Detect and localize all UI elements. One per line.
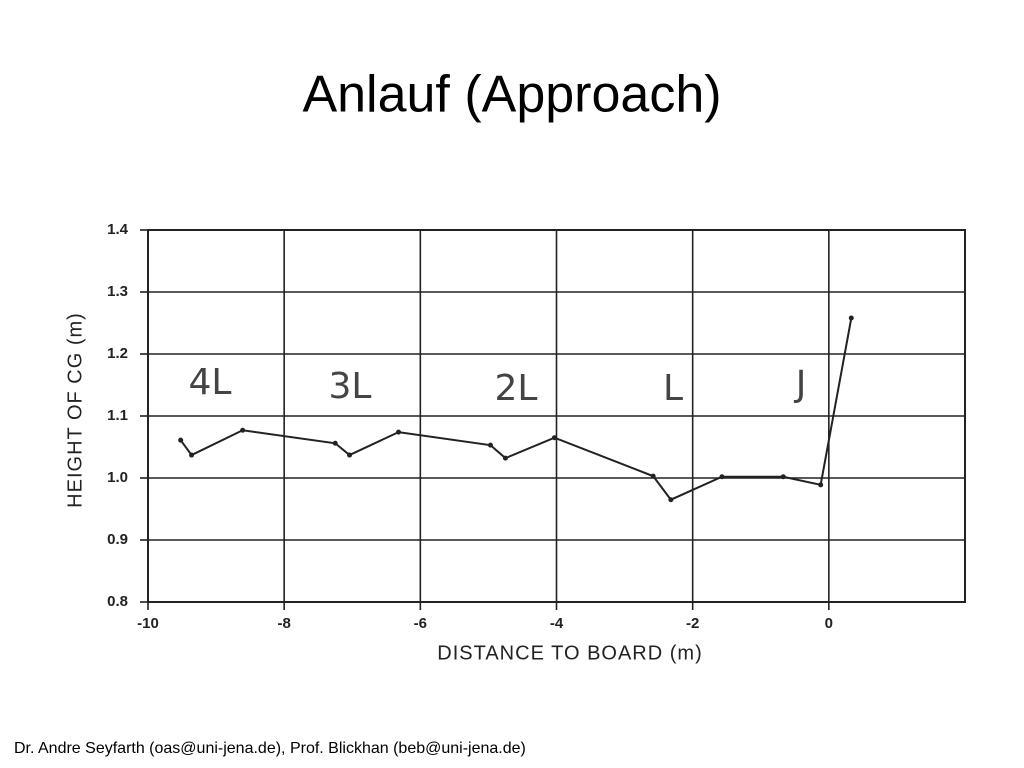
x-tick-label: -4 — [550, 615, 564, 632]
y-tick-label: 1.2 — [107, 345, 128, 362]
y-axis-label: HEIGHT OF CG (m) — [64, 312, 86, 508]
data-point — [178, 437, 184, 443]
data-point — [396, 429, 402, 435]
annotation: 2L — [495, 368, 538, 409]
x-axis-label: DISTANCE TO BOARD (m) — [437, 642, 702, 664]
data-point — [551, 435, 557, 441]
x-tick-label: 0 — [825, 615, 833, 632]
x-tick-label: -2 — [686, 615, 699, 632]
y-tick-label: 1.1 — [107, 407, 128, 424]
y-tick-label: 0.8 — [107, 593, 128, 610]
footer: Dr. Andre Seyfarth (oas@uni-jena.de), Pr… — [14, 740, 526, 757]
y-tick-label: 1.4 — [107, 221, 129, 238]
data-point — [332, 440, 338, 446]
data-point — [719, 474, 725, 480]
data-point — [848, 315, 854, 321]
x-tick-label: -8 — [277, 615, 290, 632]
annotation: 4L — [189, 362, 232, 403]
y-tick-label: 1.3 — [107, 283, 128, 300]
y-tick-label: 0.9 — [107, 531, 128, 548]
x-tick-label: -10 — [137, 615, 159, 632]
annotation: J — [794, 364, 807, 405]
data-point — [240, 427, 246, 433]
annotation: L — [663, 368, 683, 409]
data-point — [650, 473, 656, 479]
data-point — [668, 497, 674, 503]
data-point — [818, 482, 824, 488]
y-tick-label: 1.0 — [107, 469, 128, 486]
data-point — [487, 442, 493, 448]
data-point — [502, 455, 508, 461]
data-point — [347, 452, 353, 458]
x-tick-label: -6 — [414, 615, 427, 632]
annotation: 3L — [329, 366, 372, 407]
data-point — [189, 452, 195, 458]
data-point — [780, 474, 786, 480]
chart-title: Anlauf (Approach) — [302, 66, 721, 124]
